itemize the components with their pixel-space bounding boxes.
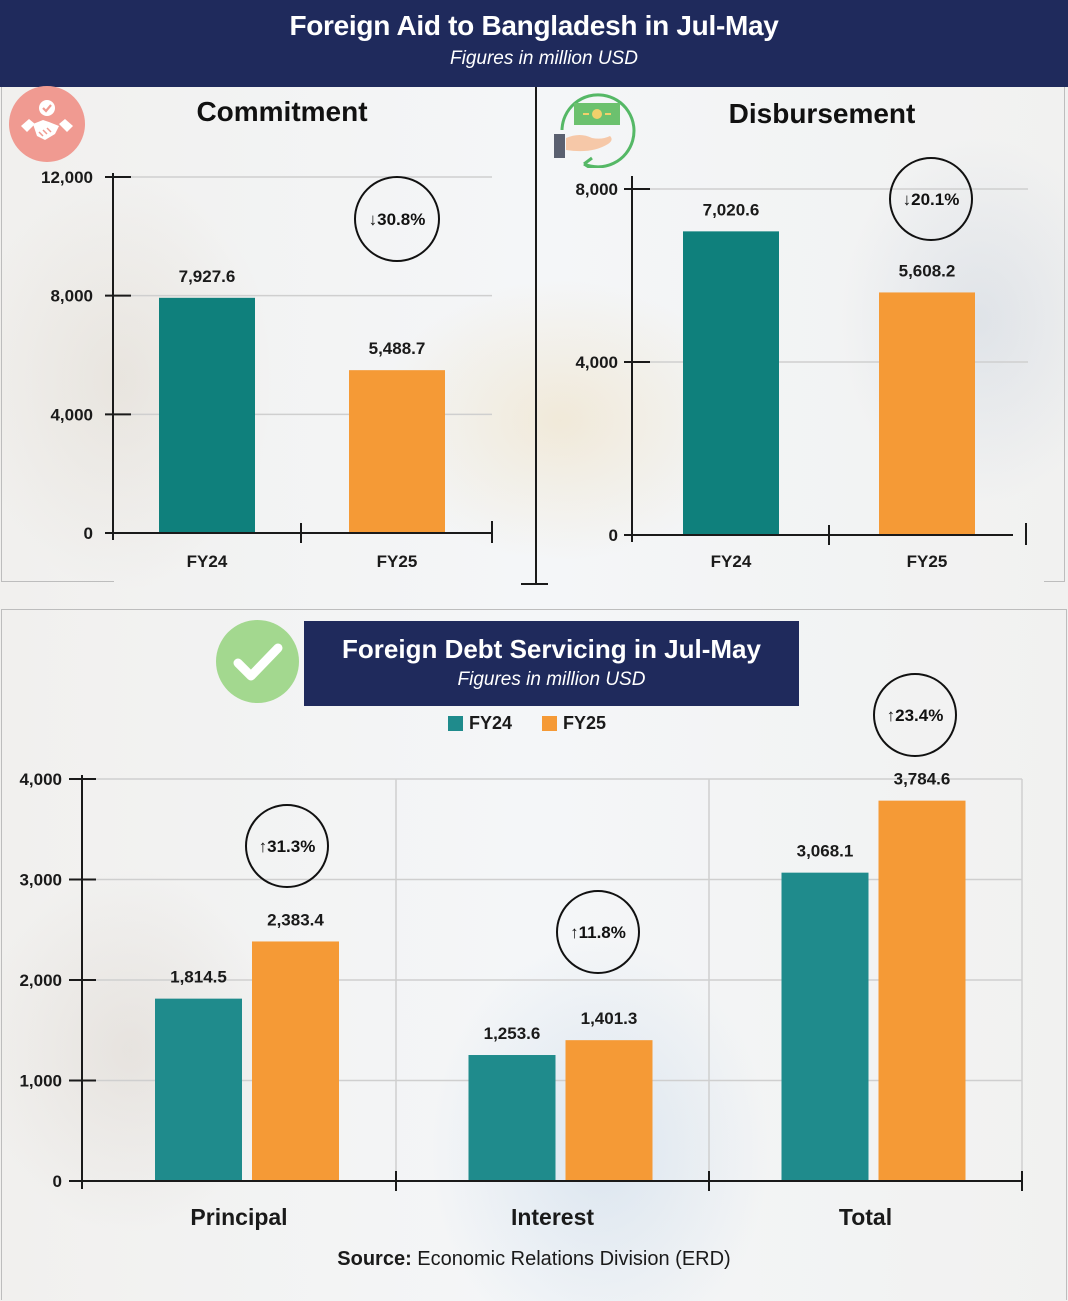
disbursement-chart: Disbursement 0 4,000 8,000 7,020.6 FY24 5,608… xyxy=(575,98,1028,571)
commitment-panel-border xyxy=(1,87,114,582)
debt-bar-value-label: 1,814.5 xyxy=(170,968,227,987)
debt-bar-interest-fy24 xyxy=(468,1055,556,1181)
debt-change-badge xyxy=(873,673,957,757)
disbursement-ytick-label: 8,000 xyxy=(575,180,618,199)
disbursement-bar-fy24 xyxy=(683,231,779,535)
debt-category-label: Principal xyxy=(190,1204,287,1230)
commitment-ytick-label: 0 xyxy=(84,524,93,543)
legend-swatch-fy24 xyxy=(448,716,463,731)
debt-servicing-chart: 0 1,000 2,000 3,000 4,000 1,814.5 2,383.4 Princ… xyxy=(19,673,1023,1230)
debt-change-label: ↑23.4% xyxy=(887,706,944,725)
disbursement-bar-value-label: 7,020.6 xyxy=(703,200,760,219)
disbursement-ytick-label: 4,000 xyxy=(575,353,618,372)
legend-item-fy24: FY24 xyxy=(448,713,512,734)
debt-category-label: Total xyxy=(839,1204,892,1230)
legend-label-fy24: FY24 xyxy=(469,713,513,733)
main-title: Foreign Aid to Bangladesh in Jul-May xyxy=(289,10,779,41)
debt-header: Foreign Debt Servicing in Jul-May Figure… xyxy=(304,621,799,706)
debt-bar-total-fy25 xyxy=(878,800,966,1181)
commitment-ytick-label: 8,000 xyxy=(50,287,93,306)
debt-subtitle: Figures in million USD xyxy=(457,669,646,690)
disbursement-title: Disbursement xyxy=(729,98,916,129)
debt-legend: FY24 FY25 xyxy=(448,713,606,734)
debt-bar-value-label: 3,068.1 xyxy=(797,842,854,861)
debt-change-label: ↑11.8% xyxy=(570,923,626,942)
source-label: Source: xyxy=(337,1248,412,1270)
money-hand-icon xyxy=(548,86,640,171)
commitment-category-label: FY25 xyxy=(377,552,418,571)
legend-swatch-fy25 xyxy=(542,716,558,731)
debt-panel-border xyxy=(1,609,1067,1300)
source-text: Economic Relations Division (ERD) xyxy=(411,1248,731,1270)
disbursement-category-label: FY24 xyxy=(711,552,752,571)
disbursement-ytick-label: 0 xyxy=(609,526,618,545)
commitment-change-badge xyxy=(354,176,440,262)
debt-ytick-label: 4,000 xyxy=(19,770,62,789)
disbursement-bar-fy25 xyxy=(879,292,975,535)
debt-title: Foreign Debt Servicing in Jul-May xyxy=(342,634,761,664)
main-header: Foreign Aid to Bangladesh in Jul-May Fig… xyxy=(0,0,1068,87)
source-note: Source: Economic Relations Division (ERD… xyxy=(0,1248,1068,1271)
commitment-bar-value-label: 7,927.6 xyxy=(179,267,236,286)
debt-bar-total-fy24 xyxy=(781,872,869,1181)
debt-change-badge xyxy=(556,890,640,974)
legend-item-fy25: FY25 xyxy=(542,713,606,734)
disbursement-bar-value-label: 5,608.2 xyxy=(899,261,956,280)
debt-bar-principal-fy24 xyxy=(155,998,242,1181)
disbursement-panel-border xyxy=(1044,87,1065,582)
commitment-title: Commitment xyxy=(196,96,367,127)
handshake-icon xyxy=(9,86,85,162)
debt-bar-interest-fy25 xyxy=(565,1040,653,1181)
debt-ytick-label: 3,000 xyxy=(19,871,62,890)
commitment-bar-value-label: 5,488.7 xyxy=(369,339,426,358)
debt-ytick-label: 1,000 xyxy=(19,1072,62,1091)
debt-bar-value-label: 1,253.6 xyxy=(484,1024,541,1043)
debt-change-badge xyxy=(245,804,329,888)
debt-bar-value-label: 2,383.4 xyxy=(267,910,324,929)
disbursement-category-label: FY25 xyxy=(907,552,948,571)
disbursement-change-badge xyxy=(889,157,973,241)
main-subtitle: Figures in million USD xyxy=(450,48,638,69)
debt-bar-principal-fy25 xyxy=(252,941,339,1181)
checkmark-icon xyxy=(216,620,299,703)
commitment-bar-fy25 xyxy=(349,370,445,533)
commitment-ytick-label: 12,000 xyxy=(41,168,93,187)
commitment-change-label: ↓30.8% xyxy=(369,210,426,229)
debt-change-label: ↑31.3% xyxy=(259,837,316,856)
debt-bar-value-label: 1,401.3 xyxy=(581,1009,638,1028)
debt-category-label: Interest xyxy=(511,1204,594,1230)
debt-ytick-label: 2,000 xyxy=(19,971,62,990)
legend-label-fy25: FY25 xyxy=(563,713,607,733)
commitment-bar-fy24 xyxy=(159,297,255,533)
commitment-ytick-label: 4,000 xyxy=(50,405,93,424)
commitment-chart: Commitment 0 4,000 8,000 12,000 7,927.6 FY24 5… xyxy=(41,96,493,571)
debt-ytick-label: 0 xyxy=(53,1172,62,1191)
commitment-category-label: FY24 xyxy=(187,552,228,571)
disbursement-change-label: ↓20.1% xyxy=(903,190,960,209)
debt-bar-value-label: 3,784.6 xyxy=(894,770,951,789)
